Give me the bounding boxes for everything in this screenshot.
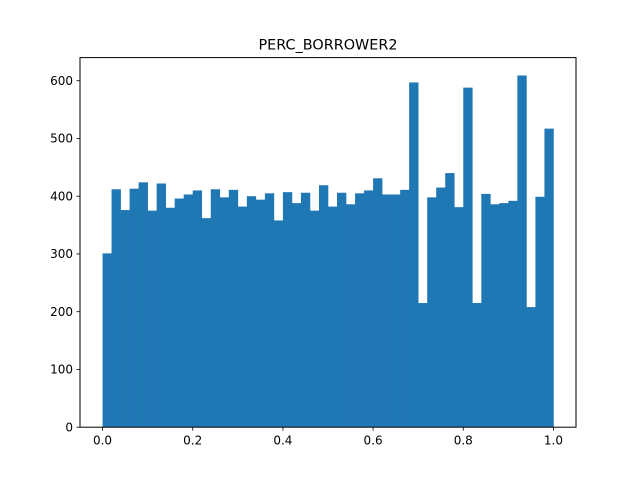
histogram-bar [418,303,428,428]
histogram-bar [445,173,455,428]
y-tick-label: 500 [50,132,73,146]
histogram-bar [291,203,302,428]
histogram-bar [282,192,293,428]
histogram-bar [436,187,446,428]
histogram-bar [102,253,112,428]
histogram-bar [499,203,509,428]
histogram-bar [210,189,221,428]
histogram-bar [120,210,130,428]
y-tick-label: 400 [50,189,73,203]
x-axis: 0.0 0.2 0.4 0.6 0.8 1.0 [93,427,563,448]
histogram-bar [147,210,157,428]
histogram-bar [318,185,329,428]
x-tick-label: 0.4 [273,434,292,448]
histogram-bar [454,207,464,428]
histogram-bar [373,178,383,428]
histogram-bar [382,194,392,428]
histogram-bar [472,303,482,428]
histogram-bar [138,182,148,428]
histogram-bar [201,218,212,428]
chart-title: PERC_BORROWER2 [258,38,397,54]
histogram-bars [102,75,554,428]
histogram-bar [463,87,473,428]
histogram-bar [264,193,275,428]
plot-frame [79,57,577,428]
y-tick-label: 300 [50,247,73,261]
y-tick-label: 200 [50,305,73,319]
x-tick-label: 0.0 [93,434,112,448]
histogram-bar [309,210,320,428]
histogram-bar [427,197,437,428]
histogram-bar [228,189,239,428]
x-tick-label: 0.8 [454,434,473,448]
x-tick-label: 0.2 [183,434,202,448]
histogram-bar [526,307,536,428]
histogram-bar [183,194,194,428]
histogram-bar [192,190,203,428]
histogram-bar [111,189,121,428]
histogram-bar [165,207,175,428]
histogram-bar [174,198,185,428]
histogram-bar [364,190,374,428]
histogram-bar [535,196,545,428]
histogram-bar [481,193,491,428]
histogram-bar [273,220,284,428]
histogram-bar [219,197,230,428]
histogram-bar [156,183,166,428]
histogram-bar [400,189,410,428]
histogram-bar [328,206,338,428]
y-tick-label: 600 [50,74,73,88]
histogram-bar [246,196,257,428]
x-tick-label: 0.6 [364,434,383,448]
histogram-bar [544,128,554,428]
histogram-bar [300,192,311,428]
y-tick-label: 100 [50,363,73,377]
histogram-bar [337,192,347,428]
histogram-bar [490,204,500,428]
x-tick-label: 1.0 [544,434,563,448]
histogram-bar [391,194,401,428]
histogram-bar [409,82,419,428]
histogram-bar [129,188,139,428]
histogram-bar [508,200,518,428]
histogram-bar [255,199,266,428]
histogram-bar [355,193,365,428]
y-tick-label: 0 [65,420,73,434]
histogram-bar [517,75,527,428]
y-axis: 0 100 200 300 400 500 600 [50,74,80,434]
histogram-bar [346,204,356,428]
histogram-bar [237,206,248,428]
